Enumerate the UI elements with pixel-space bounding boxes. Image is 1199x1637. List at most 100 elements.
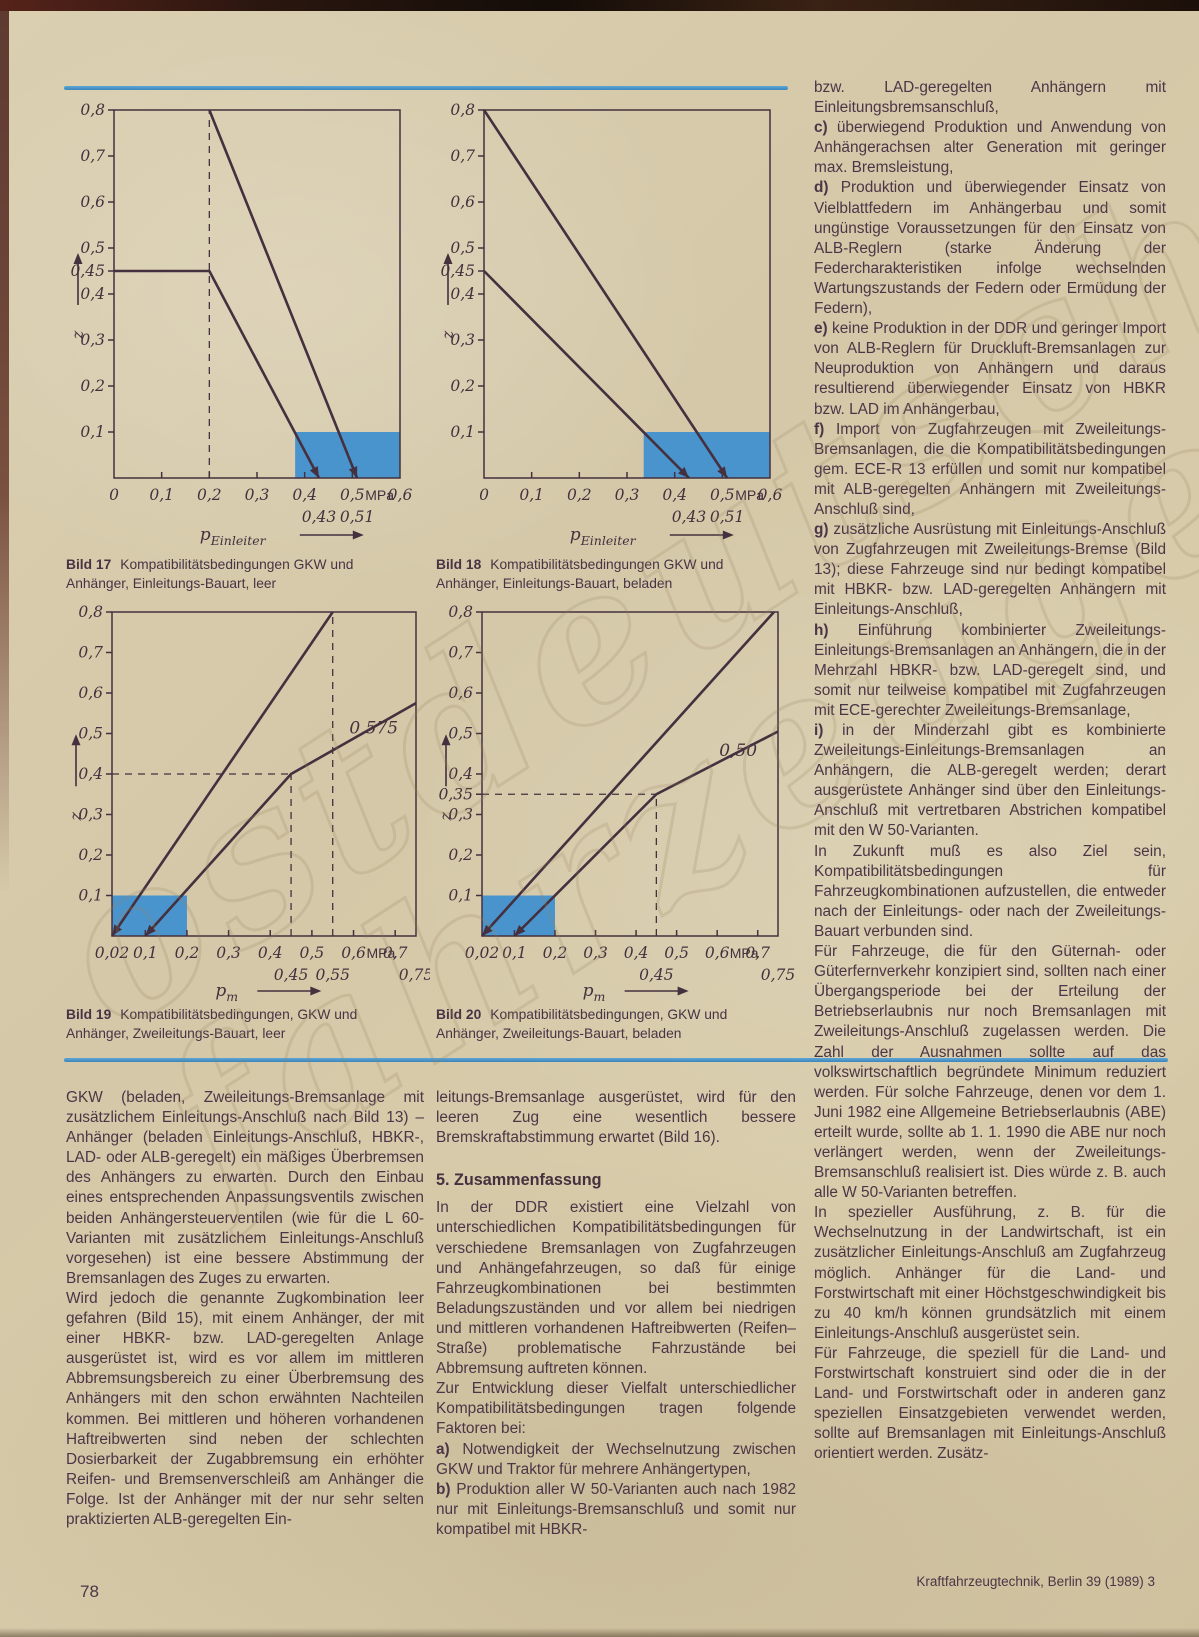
x-axis-label: pEinleiter xyxy=(570,525,637,548)
paragraph: In Zukunft muß es also Ziel sein, Kompat… xyxy=(814,842,1166,940)
page-number: 78 xyxy=(80,1582,99,1601)
tick-label: 0,5 xyxy=(710,486,735,504)
tick-label: 0,6 xyxy=(388,486,413,504)
paragraph: g) zusätzliche Ausrüstung mit Einleitung… xyxy=(814,521,1166,619)
tick-label: 0,7 xyxy=(745,944,770,962)
tick-label: 0,2 xyxy=(197,486,222,504)
paragraph: bzw. LAD-geregelten Anhängern mit Einlei… xyxy=(814,79,1166,117)
section-divider-top xyxy=(64,86,788,90)
tick-label: 0,3 xyxy=(80,331,105,349)
tick-label: 0,7 xyxy=(383,944,408,962)
paragraph: b) Produktion aller W 50-Varianten auch … xyxy=(436,1480,796,1538)
data-line xyxy=(483,270,690,479)
paragraph: Zur Entwicklung dieser Vielfalt untersch… xyxy=(436,1380,796,1438)
tick-label: 0,02 xyxy=(465,944,500,962)
tick-label: 0,3 xyxy=(78,806,103,824)
paragraph: Wird jedoch die genannte Zugkombination … xyxy=(66,1289,424,1528)
tick-label: 0,51 xyxy=(340,508,375,526)
paragraph: In spezieller Ausführung, z. B. für die … xyxy=(814,1204,1166,1342)
tick-label: 0,5 xyxy=(80,239,105,257)
tick-label: 0,4 xyxy=(448,765,473,783)
x-axis-label: pm xyxy=(215,981,238,1004)
paragraph: Für Fahrzeuge, die für den Güternah- ode… xyxy=(814,943,1166,1202)
plot-frame xyxy=(483,109,771,479)
tick-label: 0,5 xyxy=(450,239,475,257)
figure-label: Bild 19 xyxy=(66,1007,112,1022)
list-item-lead: f) xyxy=(814,420,836,438)
list-item-lead: i) xyxy=(814,722,843,739)
data-line xyxy=(114,269,321,479)
arrowhead-icon xyxy=(722,530,734,540)
tick-label: 0,8 xyxy=(448,603,473,621)
figure-label: Bild 17 xyxy=(66,557,112,572)
text-column-right: bzw. LAD-geregelten Anhängern mit Einlei… xyxy=(814,78,1166,1464)
tick-label: 0,35 xyxy=(438,785,473,803)
page-edge-top xyxy=(0,0,1199,11)
tick-label: 0,6 xyxy=(758,486,783,504)
tick-label: 0,1 xyxy=(448,887,473,905)
data-line xyxy=(144,701,417,937)
tick-label: 0,2 xyxy=(78,846,103,864)
arrowhead-icon xyxy=(309,466,319,478)
list-item-lead: a) xyxy=(436,1440,463,1458)
tick-label: 0,2 xyxy=(543,944,568,962)
caption-bild-18: Bild 18 Kompatibilitätsbedingungen GKW un… xyxy=(436,556,788,593)
arrowhead-icon xyxy=(514,925,526,936)
figure-caption: Kompatibilitätsbedingungen GKW und Anhän… xyxy=(66,557,354,591)
chart-element: m xyxy=(594,989,606,1004)
tick-label: 0,75 xyxy=(761,966,796,984)
tick-label: 0,43 xyxy=(302,508,337,526)
paragraph: GKW (beladen, Zweileitungs-Bremsanlage m… xyxy=(66,1089,424,1287)
tick-label: 0,75 xyxy=(399,966,430,984)
paragraph: leitungs-Bremsanlage ausgerüstet, wird f… xyxy=(436,1089,796,1147)
chart-bild-18: 0,1 0,2 0,3 0,4 0,45 0,5 0,6 0,7 0,8 0 0,1 0,2 0,3 0,… xyxy=(438,101,783,548)
y-axis-label: z xyxy=(68,330,87,340)
tick-label: 0,4 xyxy=(662,486,687,504)
tick-label: 0,4 xyxy=(624,944,649,962)
tick-label: 0,6 xyxy=(341,944,366,962)
tick-label: 0,4 xyxy=(292,486,317,504)
plot-frame xyxy=(113,109,401,479)
section-divider-bottom xyxy=(64,1058,1168,1062)
tick-label: 0,6 xyxy=(705,944,730,962)
tick-label: 0,6 xyxy=(448,684,473,702)
tick-label: 0,45 xyxy=(70,262,105,280)
tick-label: 0,45 xyxy=(440,262,475,280)
figure-caption: Kompatibilitätsbedingungen, GKW und Anhä… xyxy=(66,1007,358,1041)
tick-label: 0,4 xyxy=(78,765,103,783)
tick-label: 0,43 xyxy=(672,508,707,526)
tick-label: 0,3 xyxy=(615,486,640,504)
arrowhead-icon xyxy=(71,734,81,746)
tick-label: 0,4 xyxy=(450,285,475,303)
paragraph: e) keine Produktion in der DDR und gerin… xyxy=(814,320,1166,418)
tick-label: 0,6 xyxy=(80,193,105,211)
axis-unit-label: MPa xyxy=(366,945,395,961)
list-item-lead: d) xyxy=(814,179,841,197)
tick-label: 0,8 xyxy=(78,603,103,621)
chart-bild-19: 0,10,20,30,40,50,60,70,80,02 0,1 0,2 0,3 0,4… xyxy=(66,603,430,1004)
data-line xyxy=(208,109,359,479)
tick-label: 0,7 xyxy=(80,147,105,165)
tick-label: 0,7 xyxy=(448,644,473,662)
paragraph: c) überwiegend Produktion und Anwendung … xyxy=(814,119,1166,177)
tick-label: 0,6 xyxy=(78,684,103,702)
paragraph: h) Einführung kombinierter Zweileitungs-… xyxy=(814,621,1167,719)
paragraph: Für Fahrzeuge, die speziell für die Land… xyxy=(814,1344,1166,1463)
tick-label: 0,8 xyxy=(450,101,475,119)
tick-label: 0,1 xyxy=(78,887,103,905)
arrowhead-icon xyxy=(73,252,83,264)
list-item-lead: h) xyxy=(814,621,858,639)
tick-label: 0,3 xyxy=(245,486,270,504)
tick-label: 0,2 xyxy=(567,486,592,504)
tick-label: 0,1 xyxy=(133,944,158,962)
tick-label: 0,2 xyxy=(450,377,475,395)
tick-label: 0,1 xyxy=(80,423,105,441)
arrowhead-icon xyxy=(352,530,364,540)
paragraph: a) Notwendigkeit der Wechselnutzung zwis… xyxy=(436,1440,796,1478)
tick-label: 0,4 xyxy=(80,285,105,303)
axis-unit-label: MPa xyxy=(730,945,759,961)
tick-label: 0,55 xyxy=(315,966,350,984)
tick-label: 0,4 xyxy=(258,944,283,962)
arrowhead-icon xyxy=(717,466,728,478)
text-column-middle: leitungs-Bremsanlage ausgerüstet, wird f… xyxy=(436,1088,796,1540)
